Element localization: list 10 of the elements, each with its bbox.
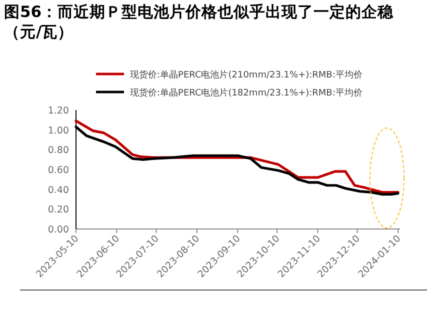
legend-label: 现货价:单晶PERC电池片(182mm/23.1%+):RMB:平均价 [130, 88, 362, 98]
y-tick-label: 0.60 [48, 165, 69, 176]
y-tick-label: 0.20 [48, 204, 69, 216]
y-tick-label: 1.00 [48, 125, 69, 136]
legend-label: 现货价:单晶PERC电池片(210mm/23.1%+):RMB:平均价 [130, 70, 362, 80]
y-tick-label: 0.80 [48, 145, 69, 156]
y-tick-label: 1.20 [48, 106, 69, 116]
y-tick-label: 0.40 [48, 184, 69, 196]
chart-title: 图56：而近期Ｐ型电池片价格也似乎出现了一定的企稳（元/瓦） [4, 2, 395, 42]
y-tick-label: 0.00 [48, 224, 69, 236]
